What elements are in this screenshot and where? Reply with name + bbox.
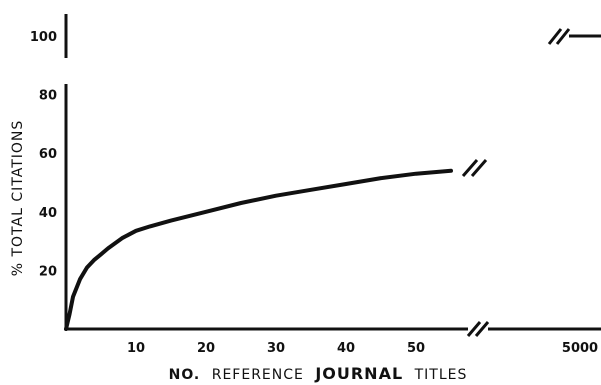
y-tick-label: 80	[39, 89, 57, 104]
y-tick-label: 100	[30, 30, 57, 45]
x-axis-title-part-2: REFERENCE	[212, 367, 304, 383]
y-ticks: 20 40 60 80 100	[30, 30, 57, 279]
x-ticks: 10 20 30 40 50	[127, 341, 425, 356]
x-tick-label: 20	[197, 341, 215, 356]
x-tick-label: 50	[407, 341, 425, 356]
y-tick-label: 40	[39, 206, 57, 221]
x-tick-label: 30	[267, 341, 285, 356]
series-line	[64, 168, 453, 331]
y-axis-title: % TOTAL CITATIONS	[10, 120, 26, 277]
top-break-mark	[547, 28, 601, 45]
x-axis-title-part-3: JOURNAL	[314, 364, 403, 383]
x-axis-title: NO. REFERENCE JOURNAL TITLES	[169, 364, 468, 383]
x-tick-label: 10	[127, 341, 145, 356]
x-tick-5000: 5000	[562, 341, 598, 356]
x-axis-title-part-4: TITLES	[414, 367, 468, 383]
y-tick-label: 60	[39, 147, 57, 162]
x-axis-title-part-1: NO.	[169, 367, 201, 383]
axes	[64, 14, 601, 331]
axis-break-mark	[466, 321, 490, 337]
series	[64, 168, 453, 331]
x-tick-label: 40	[337, 341, 355, 356]
curve-break-mark	[461, 159, 488, 177]
y-tick-label: 20	[39, 264, 57, 279]
